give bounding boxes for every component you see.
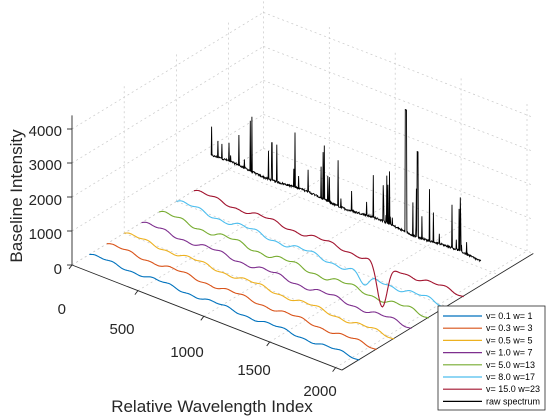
grid-line xyxy=(71,12,264,130)
series-line xyxy=(141,221,412,330)
series-lines xyxy=(89,109,482,361)
grid-line xyxy=(71,80,264,198)
grid-line xyxy=(263,80,534,186)
grid-line xyxy=(71,148,264,266)
y-tick-label: 2000 xyxy=(29,192,62,209)
legend-label: v= 5.0 w=13 xyxy=(486,360,535,370)
x-tick-label: 2000 xyxy=(303,383,336,400)
grid-line xyxy=(335,250,528,368)
grid-line xyxy=(269,225,462,343)
y-tick-labels: 0 1000 2000 3000 4000 xyxy=(29,123,62,278)
x-tick-mark xyxy=(332,367,336,372)
x-tick-mark xyxy=(134,290,139,295)
legend-label: v= 15.0 w=23 xyxy=(486,384,540,394)
grid-lines xyxy=(71,0,534,368)
grid-line xyxy=(71,46,264,164)
y-tick-label: 3000 xyxy=(29,157,62,174)
grid-line xyxy=(263,148,534,254)
x-tick-labels: 0 500 1000 1500 2000 xyxy=(58,301,337,400)
x-tick-label: 1000 xyxy=(170,344,203,361)
legend-label: v= 1.0 w= 7 xyxy=(486,348,533,358)
legend-label: v= 8.0 w=17 xyxy=(486,372,535,382)
grid-line xyxy=(176,201,447,307)
x-tick-mark xyxy=(200,316,205,321)
x-tick-label: 500 xyxy=(109,321,134,338)
grid-line xyxy=(124,232,395,339)
legend-label: v= 0.3 w= 3 xyxy=(486,323,533,333)
grid-line xyxy=(203,199,396,317)
grid-line xyxy=(228,169,499,275)
series-line xyxy=(158,210,430,319)
grid-line xyxy=(137,173,330,291)
series-line xyxy=(106,243,377,351)
depth-tick-label: 0 xyxy=(58,301,66,318)
series-line xyxy=(210,109,482,263)
x-tick-mark xyxy=(266,341,271,347)
x-axis-label: Relative Wavelength Index xyxy=(111,397,313,416)
legend-box xyxy=(437,305,546,411)
series-line xyxy=(89,253,360,361)
grid-line xyxy=(71,114,264,232)
legend: v= 0.1 w= 1 v= 0.3 w= 3 v= 0.5 w= 5 v= 1.0 … xyxy=(437,305,546,411)
y-tick-label: 0 xyxy=(54,261,62,278)
grid-line xyxy=(263,114,534,220)
x-axis-line xyxy=(71,264,343,371)
legend-label: v= 0.1 w= 1 xyxy=(486,311,533,321)
x-tick-label: 1500 xyxy=(237,362,270,379)
y-tick-label: 1000 xyxy=(29,226,62,243)
grid-line xyxy=(263,12,534,118)
legend-label: v= 0.5 w= 5 xyxy=(486,335,533,345)
y-axis-label: Baseline Intensity xyxy=(7,129,26,263)
series-line xyxy=(124,232,395,340)
x-tick-mark xyxy=(68,264,73,270)
series-line xyxy=(193,189,464,308)
legend-label: raw spectrum xyxy=(486,396,540,406)
grid-line xyxy=(263,46,534,152)
y-tick-label: 4000 xyxy=(29,123,62,140)
series-line xyxy=(176,200,447,308)
